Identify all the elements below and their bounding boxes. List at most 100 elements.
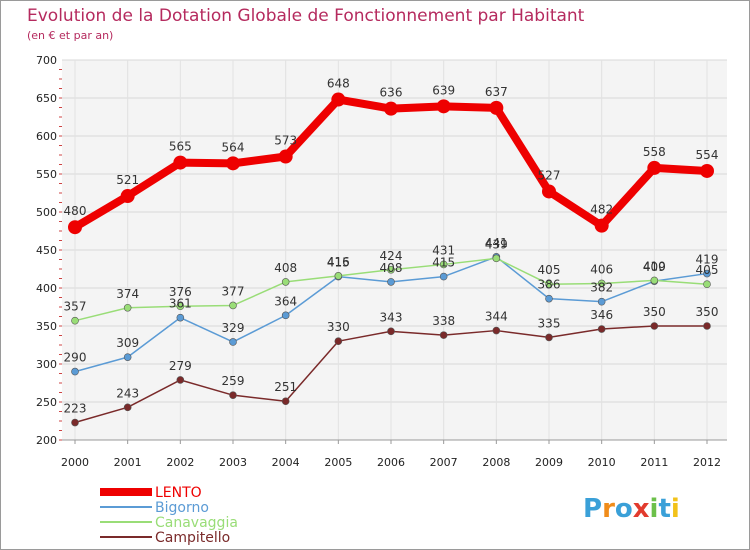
- x-tick-label: 2001: [114, 456, 142, 469]
- data-point: [492, 326, 501, 335]
- logo-letter: o: [615, 494, 633, 524]
- data-label: 406: [590, 262, 613, 276]
- data-label: 405: [696, 263, 719, 277]
- data-point: [545, 280, 553, 289]
- data-point: [703, 280, 711, 289]
- data-label: 251: [274, 380, 297, 394]
- data-point: [120, 189, 135, 204]
- data-point: [331, 92, 346, 107]
- y-tick-label: 200: [36, 434, 57, 447]
- data-label: 377: [222, 284, 245, 298]
- data-label: 382: [590, 281, 613, 295]
- chart-subtitle: (en € et par an): [27, 29, 113, 42]
- x-tick-label: 2000: [61, 456, 89, 469]
- data-point: [597, 297, 606, 306]
- data-point: [71, 316, 79, 325]
- data-label: 527: [538, 168, 561, 182]
- data-label: 416: [327, 255, 350, 269]
- data-label: 346: [590, 308, 613, 322]
- data-label: 350: [643, 305, 666, 319]
- grid: [62, 59, 727, 441]
- logo-letter: r: [602, 494, 615, 524]
- data-label: 558: [643, 145, 666, 159]
- data-point: [542, 184, 556, 199]
- logo-letter: P: [583, 494, 602, 524]
- data-point: [594, 218, 609, 233]
- data-label: 573: [274, 134, 297, 148]
- legend-item-bigorno: Bigorno: [100, 500, 209, 516]
- logo-letter: i: [671, 494, 680, 524]
- data-point: [68, 220, 82, 235]
- x-tick-label: 2002: [166, 456, 194, 469]
- x-tick-label: 2009: [535, 456, 563, 469]
- data-point: [278, 149, 293, 164]
- logo-letter: i: [650, 494, 659, 524]
- data-point: [71, 367, 79, 376]
- data-point: [545, 333, 553, 342]
- data-label: 223: [64, 402, 87, 416]
- data-label: 521: [116, 173, 139, 187]
- data-label: 338: [432, 314, 455, 328]
- data-label: 330: [327, 320, 350, 334]
- data-point: [176, 313, 185, 322]
- data-label: 482: [590, 203, 613, 217]
- y-tick-label: 450: [36, 244, 57, 257]
- x-tick-label: 2007: [430, 456, 458, 469]
- data-point: [281, 397, 290, 406]
- legend-item-lento: LENTO: [100, 485, 202, 501]
- data-point: [281, 278, 290, 286]
- data-label: 636: [380, 86, 403, 100]
- data-point: [123, 403, 132, 412]
- data-point: [650, 276, 659, 285]
- data-point: [647, 160, 662, 175]
- data-label: 415: [432, 256, 455, 270]
- data-label: 648: [327, 77, 350, 91]
- data-labels: 480 521 565 564 573 648 636 639 637 527 482 558 554 2…: [64, 77, 719, 416]
- data-point: [229, 301, 237, 310]
- data-label: 364: [274, 294, 297, 308]
- series-layer: [68, 92, 714, 427]
- data-label: 309: [116, 336, 139, 350]
- x-tick-label: 2008: [482, 456, 510, 469]
- data-point: [176, 376, 185, 384]
- data-point: [439, 331, 448, 339]
- y-tick-label: 600: [36, 130, 57, 143]
- y-tick-label: 400: [36, 282, 57, 295]
- data-point: [334, 337, 343, 346]
- data-label: 405: [538, 263, 561, 277]
- data-label: 335: [538, 316, 561, 330]
- data-label: 441: [485, 236, 508, 250]
- y-tick-label: 250: [36, 396, 57, 409]
- data-label: 361: [169, 297, 192, 311]
- data-point: [436, 99, 451, 114]
- data-point: [176, 302, 185, 311]
- data-point: [226, 156, 240, 171]
- data-label: 344: [485, 310, 508, 324]
- data-point: [123, 353, 132, 361]
- data-label: 408: [380, 261, 403, 275]
- data-label: 279: [169, 359, 192, 373]
- data-point: [229, 338, 237, 346]
- x-tick-label: 2003: [219, 456, 247, 469]
- data-point: [123, 303, 132, 312]
- data-point: [71, 418, 79, 427]
- data-point: [703, 269, 711, 278]
- series-campitello: [71, 322, 711, 427]
- data-point: [387, 278, 395, 286]
- data-label: 343: [380, 310, 403, 324]
- data-point: [597, 279, 606, 288]
- y-tick-label: 550: [36, 168, 57, 181]
- data-label: 639: [432, 83, 455, 97]
- chart-title: Evolution de la Dotation Globale de Fonc…: [27, 6, 585, 26]
- y-tick-label: 700: [36, 54, 57, 67]
- data-point: [489, 100, 504, 115]
- data-point: [229, 391, 237, 399]
- data-label: 419: [696, 253, 719, 267]
- data-label: 374: [116, 287, 139, 301]
- legend-label: Bigorno: [155, 500, 209, 516]
- data-label: 564: [222, 140, 245, 154]
- data-point: [492, 254, 501, 263]
